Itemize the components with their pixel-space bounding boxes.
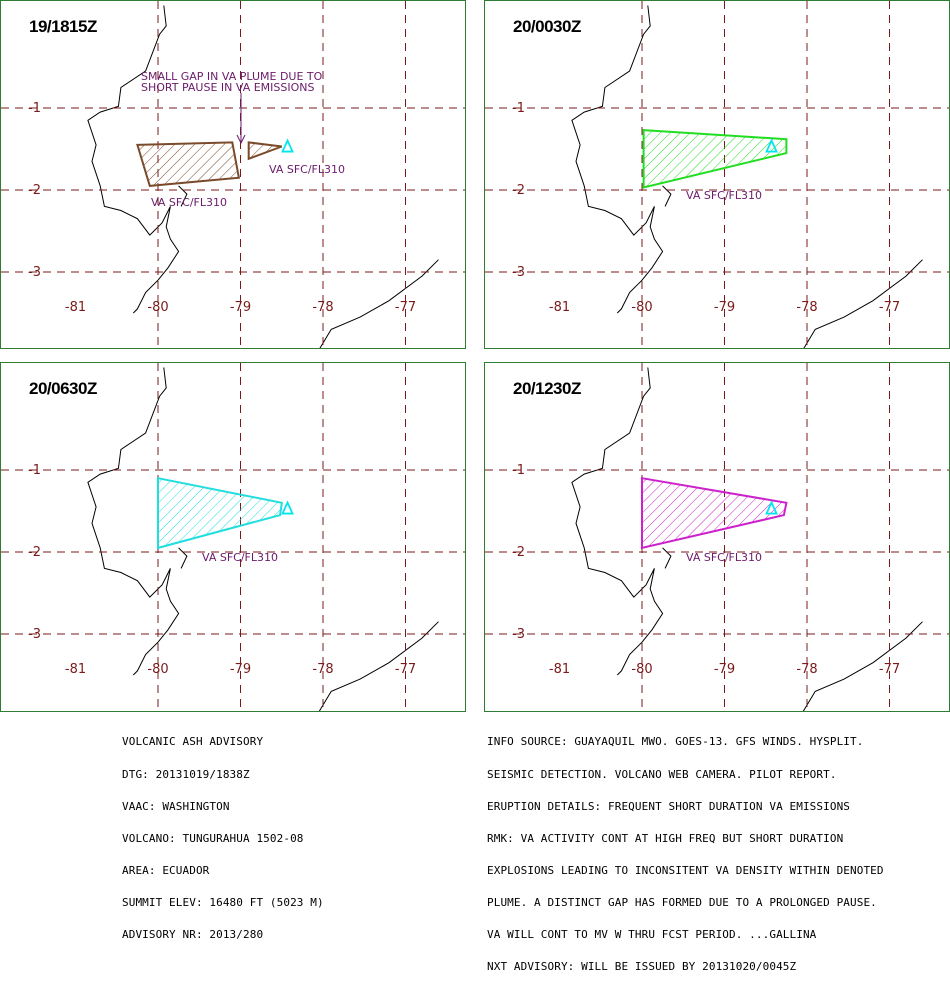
panel-time-label: 20/0630Z	[29, 379, 97, 398]
map-panel-2: -81 -80 -79 -78 -77 -1 -2 -3 VA SFC/FL310 20/003…	[484, 0, 950, 349]
latitude-tick-label: -1	[28, 463, 41, 478]
volcano-icon	[765, 500, 778, 515]
latitude-tick-label: -3	[512, 627, 525, 642]
volcano-icon	[281, 138, 294, 153]
advisory-line: DTG: 20131019/1838Z	[122, 767, 250, 781]
panel-time-label: 20/0030Z	[513, 17, 581, 36]
volcano-icon	[281, 500, 294, 515]
longitude-tick-label: -79	[714, 300, 735, 315]
advisory-line: RMK: VA ACTIVITY CONT AT HIGH FREQ BUT S…	[487, 831, 844, 845]
advisory-header-text: VOLCANIC ASH ADVISORY DTG: 20131019/1838…	[122, 716, 324, 951]
coastline	[571, 5, 664, 314]
map-canvas-1: -81 -80 -79 -78 -77 -1 -2 -3 VA SFC/FL310 VA SFC/…	[1, 1, 465, 348]
longitude-tick-label: -77	[879, 662, 900, 677]
plume-height-label: VA SFC/FL310	[202, 551, 278, 564]
longitude-tick-label: -81	[65, 300, 86, 315]
longitude-tick-label: -81	[65, 662, 86, 677]
plume-height-label: VA SFC/FL310	[686, 551, 762, 564]
advisory-line: VAAC: WASHINGTON	[122, 799, 230, 813]
annotation-note: SMALL GAP IN VA PLUME DUE TO	[141, 70, 323, 83]
advisory-line: VOLCANIC ASH ADVISORY	[122, 735, 264, 749]
longitude-tick-label: -79	[714, 662, 735, 677]
advisory-details-text: INFO SOURCE: GUAYAQUIL MWO. GOES-13. GFS…	[487, 716, 884, 984]
border-line	[318, 621, 439, 711]
advisory-line: ADVISORY NR: 2013/280	[122, 928, 264, 942]
map-panel-4: -81 -80 -79 -78 -77 -1 -2 -3 VA SFC/FL310 20/123…	[484, 362, 950, 712]
border-line	[802, 621, 923, 711]
map-canvas-3: -81 -80 -79 -78 -77 -1 -2 -3 VA SFC/FL310	[1, 363, 465, 711]
ash-plume-area	[136, 141, 241, 187]
latitude-tick-label: -1	[512, 101, 525, 116]
coastline	[178, 547, 188, 569]
latitude-tick-label: -3	[28, 265, 41, 280]
map-panel-1: -81 -80 -79 -78 -77 -1 -2 -3 VA SFC/FL310 VA SFC/…	[0, 0, 466, 349]
longitude-tick-label: -80	[147, 300, 168, 315]
longitude-tick-label: -77	[395, 300, 416, 315]
longitude-tick-label: -79	[230, 300, 251, 315]
advisory-line: EXPLOSIONS LEADING TO INCONSITENT VA DEN…	[487, 863, 884, 877]
coastline	[662, 547, 672, 569]
advisory-line: SEISMIC DETECTION. VOLCANO WEB CAMERA. P…	[487, 767, 837, 781]
advisory-line: SUMMIT ELEV: 16480 FT (5023 M)	[122, 895, 324, 909]
advisory-line: VA WILL CONT TO MV W THRU FCST PERIOD. .…	[487, 928, 817, 942]
longitude-tick-label: -81	[549, 300, 570, 315]
advisory-line: NXT ADVISORY: WILL BE ISSUED BY 20131020…	[487, 960, 797, 974]
ash-plume-area	[642, 129, 788, 189]
map-panel-3: -81 -80 -79 -78 -77 -1 -2 -3 VA SFC/FL310 20/063…	[0, 362, 466, 712]
panel-time-label: 19/1815Z	[29, 17, 97, 36]
coastline	[178, 185, 188, 207]
advisory-line: ERUPTION DETAILS: FREQUENT SHORT DURATIO…	[487, 799, 851, 813]
advisory-line: PLUME. A DISTINCT GAP HAS FORMED DUE TO …	[487, 895, 877, 909]
longitude-tick-label: -78	[796, 300, 817, 315]
coastline	[662, 185, 672, 207]
longitude-tick-label: -79	[230, 662, 251, 677]
advisory-line: VOLCANO: TUNGURAHUA 1502-08	[122, 831, 304, 845]
panel-time-label: 20/1230Z	[513, 379, 581, 398]
latitude-tick-label: -2	[512, 545, 525, 560]
longitude-tick-label: -80	[147, 662, 168, 677]
arrow-head-icon	[236, 134, 246, 145]
plume-height-label: VA SFC/FL310	[686, 189, 762, 202]
advisory-line: AREA: ECUADOR	[122, 863, 210, 877]
advisory-line: INFO SOURCE: GUAYAQUIL MWO. GOES-13. GFS…	[487, 735, 864, 749]
longitude-tick-label: -80	[631, 662, 652, 677]
map-canvas-4: -81 -80 -79 -78 -77 -1 -2 -3 VA SFC/FL310	[485, 363, 949, 711]
coastline	[87, 367, 180, 676]
coastline	[571, 367, 664, 676]
longitude-tick-label: -80	[631, 300, 652, 315]
ash-plume-area	[641, 477, 788, 550]
ash-plume-area	[157, 476, 283, 550]
border-line	[319, 259, 439, 348]
longitude-tick-label: -77	[879, 300, 900, 315]
longitude-tick-label: -78	[312, 662, 333, 677]
longitude-tick-label: -78	[796, 662, 817, 677]
ash-plume-area	[247, 141, 283, 161]
coastline	[87, 5, 180, 314]
plume-height-label: VA SFC/FL310	[151, 196, 227, 209]
latitude-tick-label: -3	[512, 265, 525, 280]
longitude-tick-label: -77	[395, 662, 416, 677]
latitude-tick-label: -3	[28, 627, 41, 642]
map-canvas-2: -81 -80 -79 -78 -77 -1 -2 -3 VA SFC/FL310	[485, 1, 949, 348]
longitude-tick-label: -78	[312, 300, 333, 315]
latitude-tick-label: -1	[28, 101, 41, 116]
longitude-tick-label: -81	[549, 662, 570, 677]
latitude-tick-label: -2	[28, 545, 41, 560]
latitude-tick-label: -2	[512, 183, 525, 198]
plume-height-label: VA SFC/FL310	[269, 163, 345, 176]
volcano-icon	[765, 138, 778, 153]
border-line	[803, 259, 923, 348]
latitude-tick-label: -2	[28, 183, 41, 198]
latitude-tick-label: -1	[512, 463, 525, 478]
annotation-note: SHORT PAUSE IN VA EMISSIONS	[141, 81, 314, 94]
